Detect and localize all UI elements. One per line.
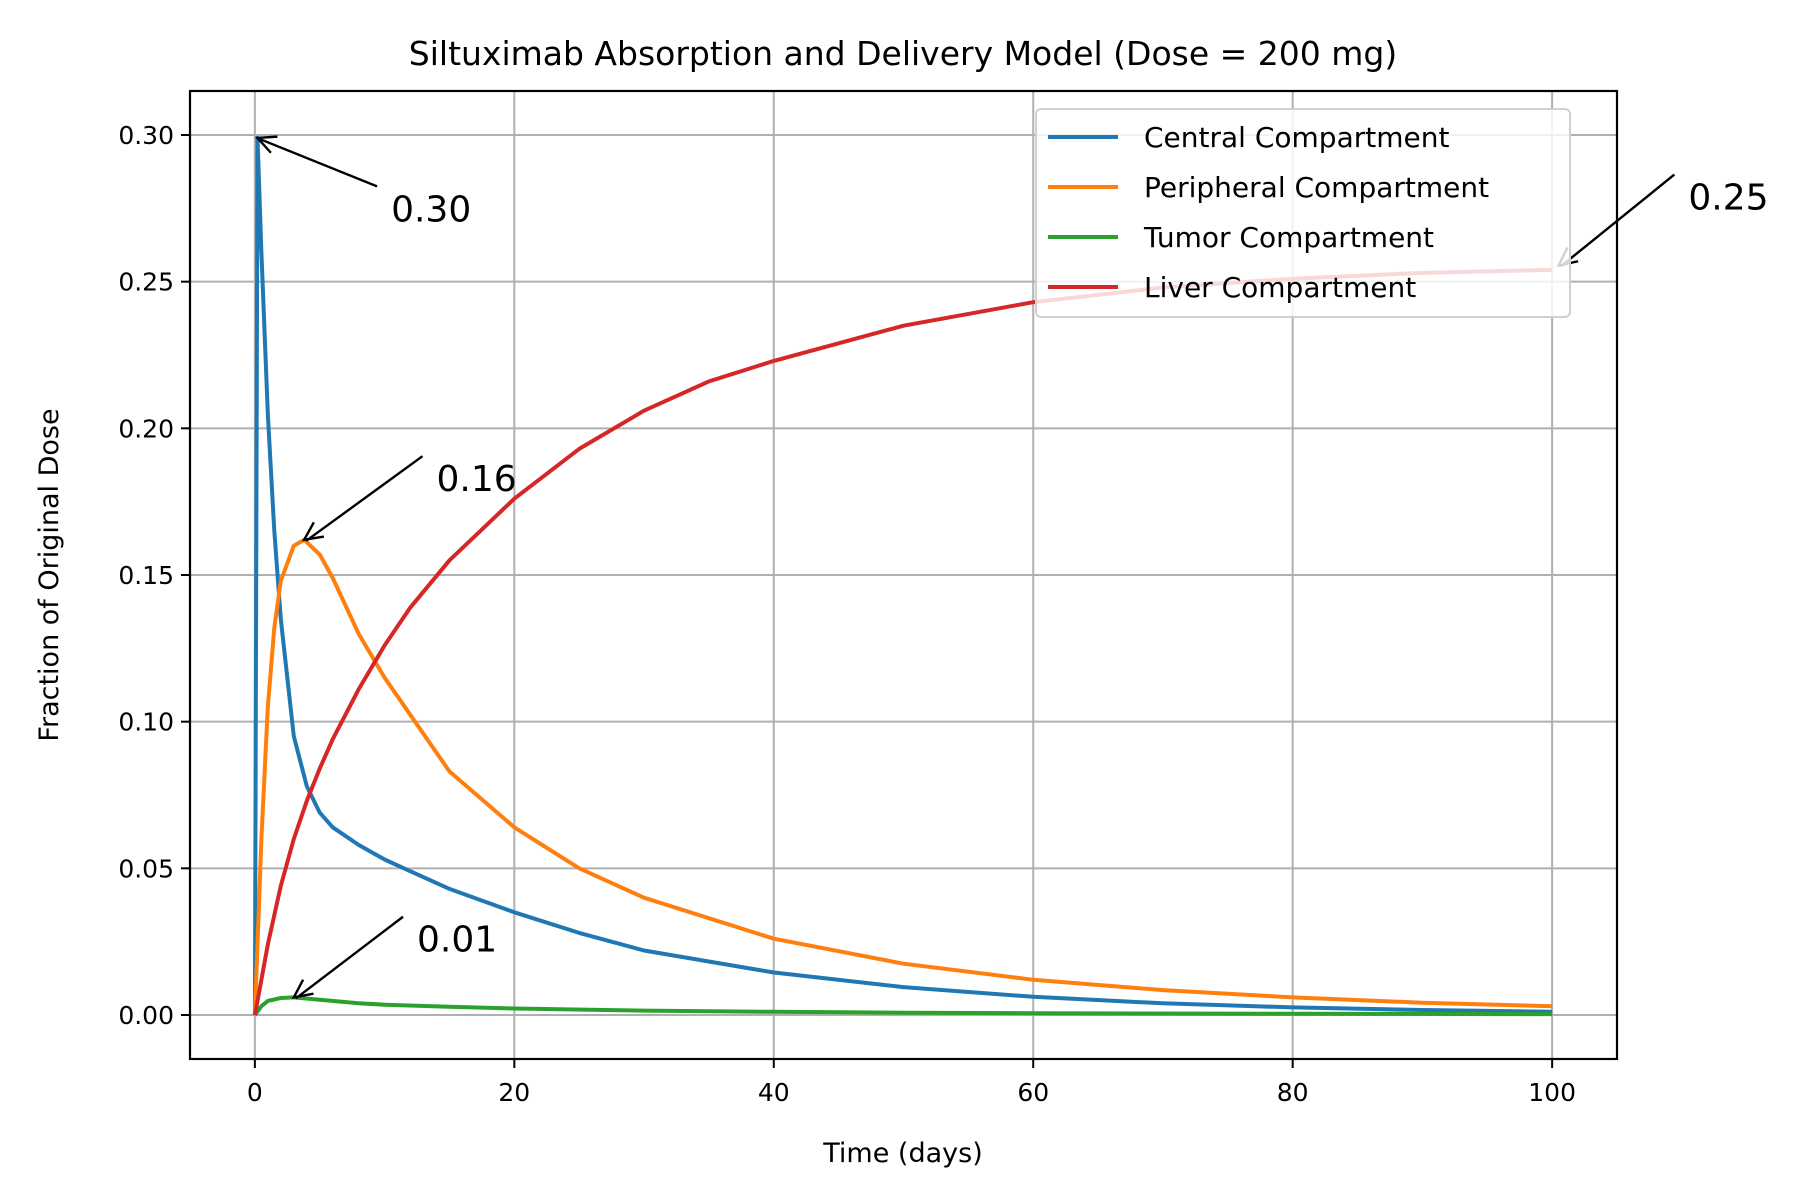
x-tick-label: 40 [758,1078,790,1107]
y-tick-label: 0.15 [118,561,174,590]
annotation-label: 0.16 [436,459,516,500]
legend-label: Central Compartment [1144,121,1449,154]
x-tick-label: 20 [498,1078,530,1107]
annotation-arrowhead [254,135,278,154]
legend-label: Tumor Compartment [1143,221,1434,254]
x-tick-label: 60 [1017,1078,1049,1107]
x-tick-label: 80 [1277,1078,1309,1107]
legend-box [1035,108,1571,318]
y-tick-label: 0.00 [118,1001,174,1030]
x-tick-label: 0 [247,1078,263,1107]
annotation-arrow [1559,173,1676,268]
central-compartment-line [252,135,1553,1016]
annotation-label: 0.25 [1688,178,1768,219]
y-axis-label: Fraction of Original Dose [34,408,65,741]
x-tick-label: 100 [1528,1078,1576,1107]
legend-label: Peripheral Compartment [1144,171,1489,204]
grid [190,91,1617,1059]
y-tick-label: 0.05 [118,854,174,883]
x-axis-label: Time (days) [822,1138,982,1169]
annotation-arrow [259,137,378,188]
annotation-arrowhead [291,979,314,1000]
tumor-compartment-line [253,995,1553,1017]
y-tick-label: 0.25 [118,268,174,297]
legend: Central Compartment Peripheral Compartmen… [1035,108,1571,318]
annotation-label: 0.30 [391,189,471,230]
ticks: 0 20 40 60 80 100 0.00 0.05 0.10 0.15 0.20 0.25 0.30 [118,121,1576,1107]
annotation-arrow [305,455,424,542]
annotation-arrow [295,915,404,1000]
y-tick-label: 0.10 [118,708,174,737]
chart-title: Siltuximab Absorption and Delivery Model… [409,34,1397,73]
legend-label: Liver Compartment [1144,271,1416,304]
annotation-arrowhead [301,521,325,542]
peripheral-compartment-line [252,537,1553,1016]
annotations: 0.30 0.16 0.01 0.25 [254,135,1769,1000]
annotation-label: 0.01 [417,920,497,961]
y-tick-label: 0.30 [118,121,174,150]
y-tick-label: 0.20 [118,414,174,443]
